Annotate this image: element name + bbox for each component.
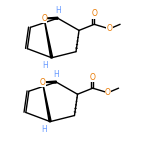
Text: H: H <box>43 61 48 70</box>
Polygon shape <box>43 82 51 122</box>
Text: H: H <box>55 6 61 15</box>
Polygon shape <box>43 81 56 83</box>
Text: H: H <box>53 70 59 79</box>
Text: O: O <box>90 73 96 82</box>
Polygon shape <box>44 17 58 19</box>
Text: O: O <box>91 9 97 18</box>
Text: O: O <box>41 14 47 23</box>
Polygon shape <box>44 18 53 58</box>
Text: O: O <box>107 24 112 33</box>
Text: O: O <box>105 88 111 97</box>
Text: H: H <box>41 125 47 134</box>
Text: O: O <box>40 78 45 87</box>
